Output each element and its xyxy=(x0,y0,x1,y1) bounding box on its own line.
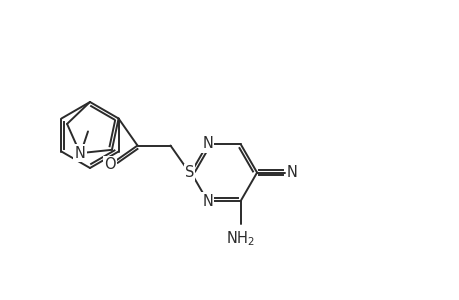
Text: N: N xyxy=(202,136,213,152)
Text: O: O xyxy=(103,157,115,172)
Text: N: N xyxy=(286,165,297,180)
Text: S: S xyxy=(185,165,194,180)
Text: N: N xyxy=(74,146,85,161)
Text: N: N xyxy=(202,194,213,208)
Text: NH$_2$: NH$_2$ xyxy=(226,229,255,248)
